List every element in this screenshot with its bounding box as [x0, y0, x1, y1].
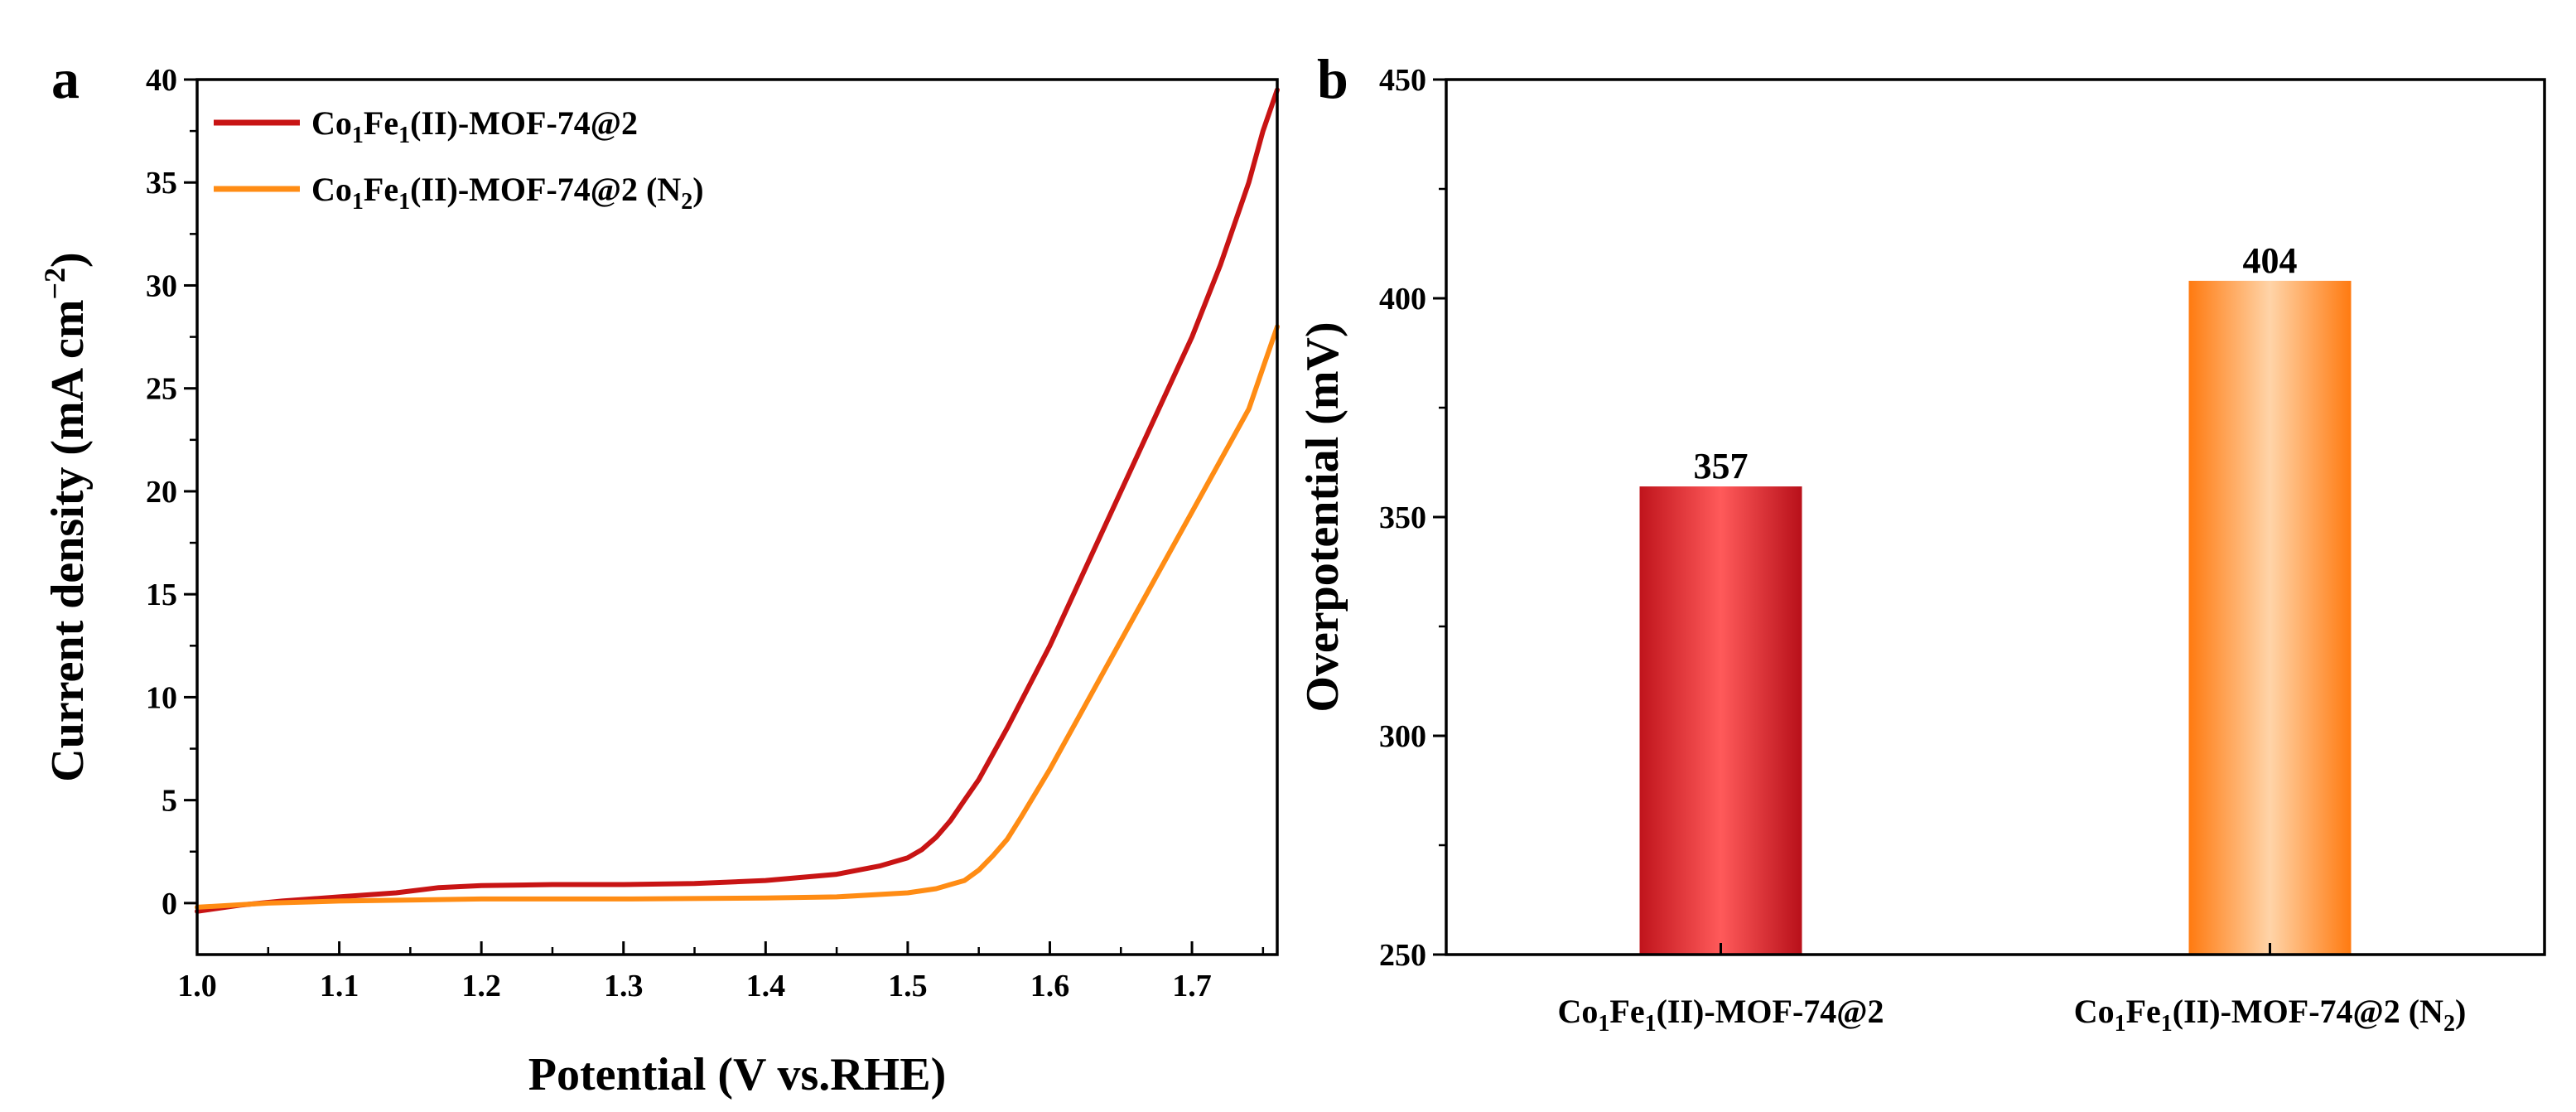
panel-a-letter: a — [51, 47, 80, 110]
x-tick-label: 1.6 — [1030, 969, 1070, 1003]
y-tick-label: 5 — [162, 784, 177, 819]
panel-b-y-axis-label: Overpotential (mV) — [1297, 322, 1348, 712]
b-y-tick-label: 300 — [1379, 719, 1426, 754]
bar-1 — [1639, 486, 1802, 955]
legend-label-1: Co1Fe1(II)-MOF-74@2 — [311, 104, 638, 148]
y-tick-label: 25 — [146, 372, 177, 407]
panel-b-frame — [1445, 78, 2546, 956]
x-tick-label: 1.2 — [461, 969, 501, 1003]
panel-a-line-chart: a 1.0 1.1 1.2 1.3 1.4 1.5 1.6 1.7 0 5 10 15 20 25 30 35… — [38, 47, 1280, 1100]
y-tick-label: 10 — [146, 680, 177, 715]
panel-a-x-axis-label: Potential (V vs.RHE) — [528, 1049, 947, 1100]
bar-value-label-1: 357 — [1694, 446, 1749, 486]
legend-label-2: Co1Fe1(II)-MOF-74@2 (N2) — [311, 171, 704, 215]
x-tick-label: 1.5 — [888, 969, 928, 1003]
x-tick-label: 1.4 — [746, 969, 786, 1003]
x-tick-label: 1.7 — [1172, 969, 1212, 1003]
x-tick-label: 1.1 — [320, 969, 359, 1003]
y-tick-label: 15 — [146, 578, 177, 612]
y-tick-label: 20 — [146, 475, 177, 510]
x-tick-label: 1.3 — [604, 969, 644, 1003]
y-tick-label: 40 — [146, 63, 177, 98]
y-tick-label: 0 — [162, 887, 177, 921]
series-line-1 — [195, 87, 1280, 914]
b-y-tick-label: 450 — [1379, 63, 1426, 98]
series-line-2 — [195, 324, 1280, 910]
panel-b-bar-chart: b 357 404 250 300 350 400 450 Co1Fe1(II)-MOF-… — [1297, 47, 2546, 1037]
y-tick-label: 30 — [146, 268, 177, 303]
panel-a-y-axis-label: Current density (mA cm−2) — [38, 252, 94, 781]
b-y-tick-label: 350 — [1379, 500, 1426, 535]
category-label-2: Co1Fe1(II)-MOF-74@2 (N2) — [2074, 993, 2467, 1037]
bar-2 — [2188, 280, 2352, 955]
b-y-tick-label: 250 — [1379, 938, 1426, 973]
bar-value-label-2: 404 — [2243, 240, 2298, 281]
panel-a-legend: Co1Fe1(II)-MOF-74@2 Co1Fe1(II)-MOF-74@2 (… — [214, 104, 704, 215]
b-y-tick-label: 400 — [1379, 282, 1426, 317]
y-tick-label: 35 — [146, 166, 177, 201]
x-tick-label: 1.0 — [177, 969, 217, 1003]
panel-b-letter: b — [1317, 47, 1348, 110]
panel-a-frame — [195, 78, 1279, 956]
category-label-1: Co1Fe1(II)-MOF-74@2 — [1558, 993, 1884, 1037]
